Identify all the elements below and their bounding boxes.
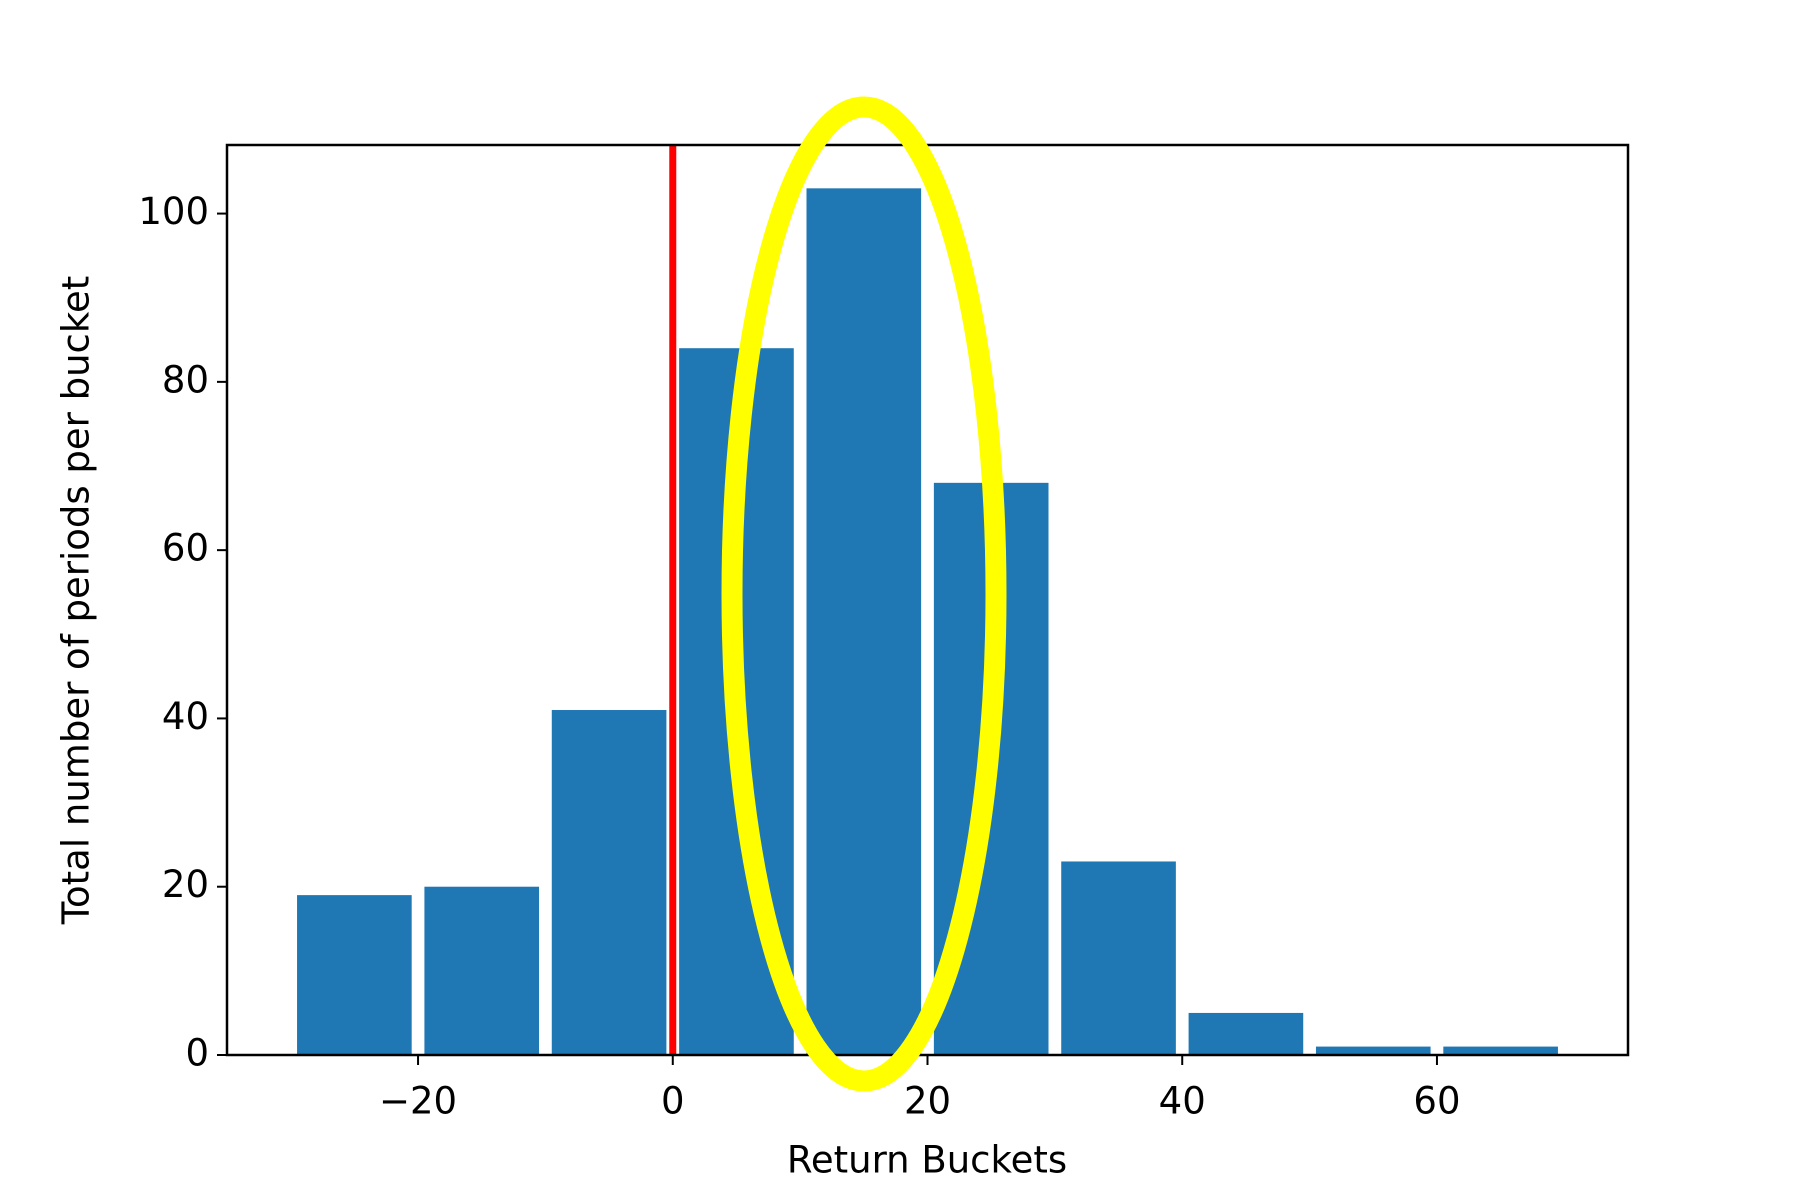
x-tick-label: 60 [1413,1080,1460,1123]
bar [1315,1046,1431,1055]
bar [297,895,412,1055]
bar [1061,861,1176,1055]
bar [1443,1046,1558,1055]
y-tick-label: 20 [162,863,209,906]
plot-area [297,145,1558,1056]
y-axis-label: Total number of periods per bucket [55,276,98,926]
y-tick-label: 80 [162,358,209,401]
x-tick-label: −20 [379,1080,457,1123]
bar [551,710,667,1055]
highlight-ellipse [721,96,1007,1092]
y-tick-label: 0 [185,1032,209,1075]
y-tick-label: 60 [162,527,209,570]
bar [806,188,922,1056]
x-tick-label: 0 [661,1080,685,1123]
x-tick-label: 40 [1159,1080,1206,1123]
y-tick-label: 100 [138,190,209,233]
x-tick-label: 20 [904,1080,951,1123]
bar [1188,1012,1304,1055]
x-axis-label: Return Buckets [787,1139,1067,1182]
bar [424,886,540,1055]
y-tick-label: 40 [162,695,209,738]
